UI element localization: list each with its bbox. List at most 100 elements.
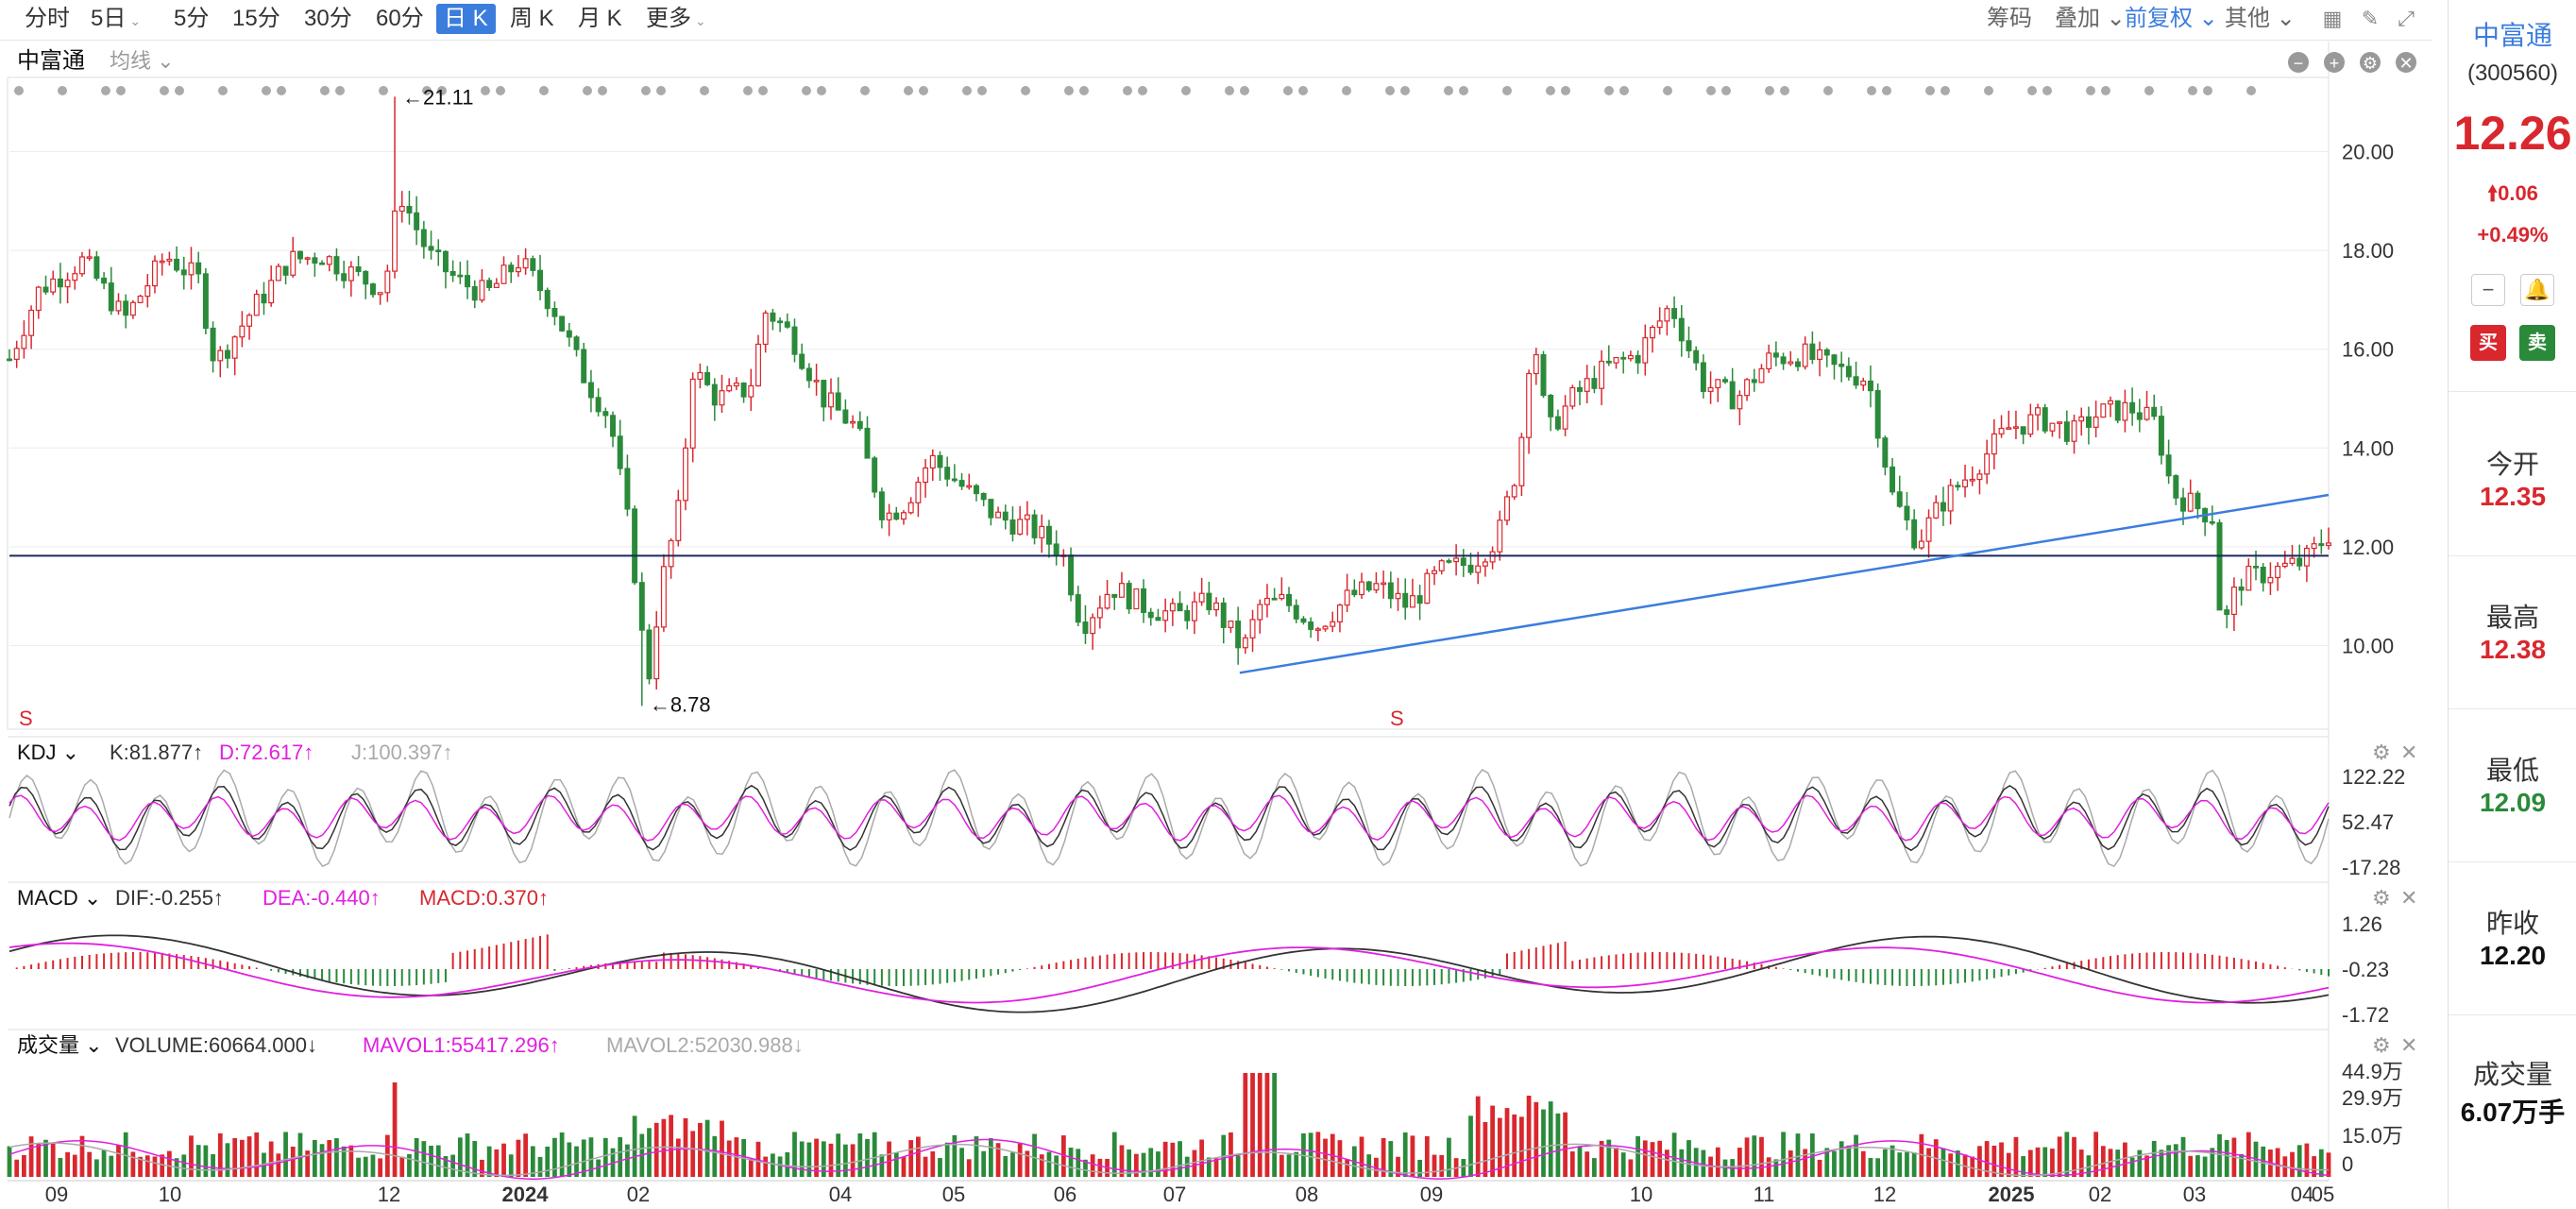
- period-1[interactable]: 5日 ⌄: [83, 4, 148, 34]
- candle-body: [966, 485, 973, 488]
- period-0[interactable]: 分时: [17, 4, 77, 34]
- macd-tick: -1.72: [2342, 1003, 2389, 1027]
- candle-body: [2136, 412, 2143, 420]
- trade-actions: 买卖: [2449, 325, 2576, 361]
- volume-bar: [675, 1138, 681, 1177]
- period-8[interactable]: 月 K: [570, 4, 630, 34]
- candle-body: [1300, 618, 1307, 623]
- overlay-button[interactable]: 叠加 ⌄: [2055, 6, 2126, 31]
- candle-body: [479, 280, 485, 301]
- candle-body: [137, 295, 144, 303]
- volume-bar: [799, 1141, 805, 1177]
- candle-body: [1605, 360, 1612, 364]
- candle-body: [500, 264, 507, 284]
- candle-body: [442, 250, 449, 273]
- period-3[interactable]: 15分: [225, 4, 288, 34]
- alert-bell-button[interactable]: 🔔: [2520, 274, 2554, 306]
- settings-icon: ⚙: [2372, 741, 2391, 764]
- other-button[interactable]: 其他 ⌄: [2225, 6, 2296, 31]
- volume-bar: [211, 1153, 215, 1177]
- candle-body: [617, 435, 623, 469]
- candle-body: [449, 270, 456, 276]
- event-dot: [1283, 86, 1293, 95]
- buy-button[interactable]: 买: [2470, 325, 2506, 361]
- candle-body: [231, 336, 238, 359]
- stat-value: 12.20: [2479, 941, 2547, 970]
- draw-icon[interactable]: ✎: [2361, 7, 2380, 30]
- candle-body: [282, 265, 289, 276]
- candle-body: [711, 383, 718, 406]
- fullscreen-icon[interactable]: ⤢: [2398, 7, 2415, 30]
- candle-body: [115, 300, 122, 312]
- volume-bar: [581, 1139, 586, 1177]
- period-9[interactable]: 更多 ⌄: [638, 4, 714, 34]
- candle-body: [1627, 354, 1634, 360]
- candle-body: [1118, 583, 1125, 598]
- candle-body: [188, 262, 195, 276]
- volume-bar: [203, 1145, 209, 1177]
- sell-button[interactable]: 卖: [2519, 325, 2555, 361]
- remove-watch-button[interactable]: −: [2471, 274, 2505, 306]
- volume-bar: [1402, 1132, 1408, 1177]
- candle-body: [1962, 479, 1969, 487]
- price-tick-label: 18.00: [2342, 239, 2394, 263]
- volume-bar: [1628, 1159, 1634, 1177]
- stat-label: 最低: [2485, 756, 2539, 785]
- period-2[interactable]: 5分: [166, 4, 216, 34]
- event-dot: [437, 86, 447, 95]
- candle-body: [632, 508, 638, 584]
- candle-body: [1242, 637, 1248, 649]
- volume-bar: [806, 1142, 812, 1177]
- volume-bar: [1991, 1145, 1997, 1177]
- candle-body: [1365, 581, 1372, 591]
- macd-dif-line: [8, 934, 2330, 1013]
- candle-body: [1737, 395, 1743, 410]
- candle-body: [1416, 595, 1423, 604]
- candle-body: [290, 250, 297, 276]
- candle-body: [1039, 525, 1045, 538]
- candle-body: [777, 320, 784, 324]
- candle-body: [1147, 611, 1154, 619]
- volume-bar: [625, 1144, 630, 1177]
- candle-body: [1220, 602, 1227, 628]
- volume-bar: [1897, 1152, 1903, 1177]
- candle-body: [595, 397, 602, 413]
- layout-icon[interactable]: ▦: [2322, 7, 2343, 30]
- candle-body: [1635, 354, 1641, 364]
- candle-body: [2057, 421, 2063, 424]
- volume-bar: [559, 1132, 565, 1177]
- event-dot: [1706, 86, 1716, 95]
- candle-body: [901, 512, 907, 520]
- candle-body: [2071, 420, 2077, 442]
- candle-body: [2093, 417, 2099, 428]
- candle-body: [333, 256, 340, 275]
- period-7[interactable]: 周 K: [502, 4, 562, 34]
- volume-bar: [792, 1132, 797, 1177]
- candle-body: [522, 258, 529, 269]
- event-dot: [1298, 86, 1308, 95]
- divider: [2449, 1014, 2576, 1015]
- candle-body: [2318, 543, 2325, 547]
- period-6[interactable]: 日 K: [436, 4, 496, 34]
- adjust-button[interactable]: 前复权 ⌄: [2125, 6, 2218, 31]
- price-change: 🠙0.06: [2449, 178, 2576, 213]
- candle-body: [457, 274, 464, 278]
- candle-body: [1467, 564, 1474, 573]
- event-dot: [1721, 86, 1731, 95]
- event-dot: [656, 86, 666, 95]
- candle-body: [1198, 592, 1205, 603]
- volume-bar: [22, 1154, 26, 1177]
- event-dot: [1561, 86, 1570, 95]
- volume-bar: [2086, 1155, 2092, 1177]
- event-dot: [2144, 86, 2154, 95]
- chips-button[interactable]: 筹码: [1987, 6, 2032, 31]
- candle-body: [355, 266, 362, 273]
- volume-bar: [7, 1146, 12, 1177]
- macd-tick: 1.26: [2342, 912, 2382, 936]
- period-5[interactable]: 60分: [368, 4, 432, 34]
- candle-body: [1874, 389, 1881, 439]
- candle-body: [493, 282, 500, 288]
- candle-body: [733, 382, 739, 387]
- candle-body: [1053, 543, 1059, 556]
- period-4[interactable]: 30分: [297, 4, 360, 34]
